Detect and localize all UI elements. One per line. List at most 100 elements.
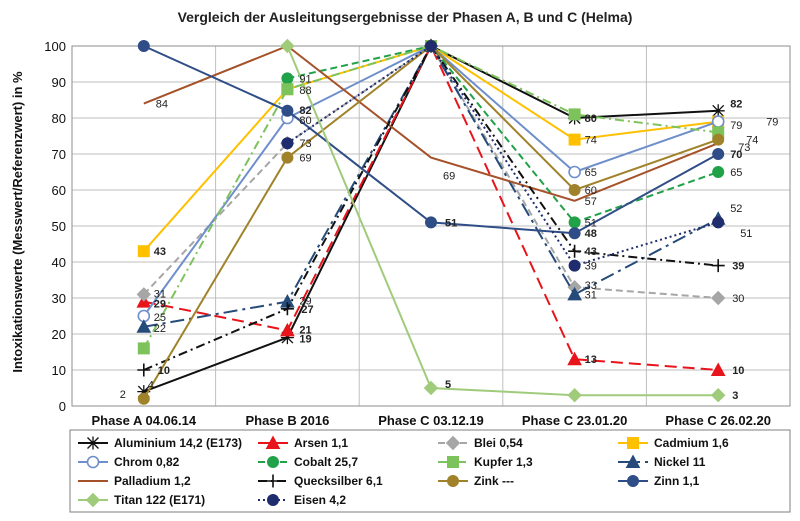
data-label: 39 xyxy=(732,261,744,273)
series-line-chrom-0-82 xyxy=(142,44,719,317)
x-tick-label: Phase C 03.12.19 xyxy=(378,413,484,428)
data-point xyxy=(280,38,295,54)
data-label: 73 xyxy=(299,138,311,150)
legend-label: Zinn 1,1 xyxy=(654,474,700,488)
data-point xyxy=(280,322,295,337)
data-point xyxy=(567,351,582,366)
data-label: 51 xyxy=(585,217,597,229)
y-tick-label: 20 xyxy=(52,327,66,342)
legend-item-quecksilber-6-1: Quecksilber 6,1 xyxy=(258,474,383,488)
data-label: 10 xyxy=(158,365,170,377)
y-tick-label: 10 xyxy=(52,363,66,378)
legend-label: Zink --- xyxy=(474,474,514,488)
y-tick-label: 80 xyxy=(52,111,66,126)
data-point xyxy=(568,244,582,258)
legend-marker xyxy=(625,454,641,468)
legend-marker xyxy=(447,475,459,487)
data-label: 82 xyxy=(299,105,311,117)
data-label: 21 xyxy=(299,324,311,336)
data-label: 43 xyxy=(585,246,597,258)
data-label: 79 xyxy=(766,117,778,129)
legend-marker xyxy=(627,475,639,487)
data-label: 22 xyxy=(154,323,166,335)
data-label: 84 xyxy=(156,99,168,111)
data-label: 60 xyxy=(585,185,597,197)
legend-item-nickel-11: Nickel 11 xyxy=(618,454,706,469)
data-point xyxy=(568,216,581,229)
series-line-arsen-1-1 xyxy=(143,43,719,371)
data-label: 31 xyxy=(154,288,166,300)
data-point xyxy=(423,380,439,396)
data-point xyxy=(137,392,150,405)
legend-marker xyxy=(266,474,280,488)
legend: Aluminium 14,2 (E173) Arsen 1,1 Blei 0,54 C… xyxy=(69,429,791,513)
y-tick-label: 40 xyxy=(52,255,66,270)
data-point xyxy=(568,165,581,179)
series-line-titan-122-e171 xyxy=(286,45,719,397)
legend-item-zinn-1-1: Zinn 1,1 xyxy=(618,474,700,488)
series-eisen-4-2 xyxy=(281,40,725,272)
legend-marker xyxy=(265,435,281,449)
data-label: 69 xyxy=(299,153,311,165)
data-point xyxy=(281,151,294,164)
legend-item-blei-0-54: Blei 0,54 xyxy=(438,435,523,451)
data-point xyxy=(281,104,294,117)
chart-title: Vergleich der Ausleitungsergebnisse der … xyxy=(178,9,633,25)
data-point xyxy=(711,104,725,118)
legend-item-aluminium-14-2-e173: Aluminium 14,2 (E173) xyxy=(78,436,242,450)
data-point xyxy=(136,319,152,333)
x-tick-label: Phase A 04.06.14 xyxy=(92,413,197,428)
legend-label: Palladium 1,2 xyxy=(114,474,191,488)
legend-label: Aluminium 14,2 (E173) xyxy=(114,436,242,450)
y-tick-label: 100 xyxy=(44,39,66,54)
data-point xyxy=(568,227,581,240)
legend-item-cobalt-25-7: Cobalt 25,7 xyxy=(258,455,358,469)
series-line-eisen-4-2 xyxy=(286,44,719,267)
data-point xyxy=(710,387,726,403)
data-label: 48 xyxy=(585,228,597,240)
data-label: 52 xyxy=(730,203,742,215)
legend-marker xyxy=(86,436,100,450)
legend-label: Cobalt 25,7 xyxy=(294,455,358,469)
data-point xyxy=(136,287,152,302)
y-tick-label: 90 xyxy=(52,75,66,90)
data-point xyxy=(710,362,726,376)
series-blei-0-54 xyxy=(136,38,726,306)
y-tick-label: 0 xyxy=(59,399,66,414)
data-point xyxy=(712,166,725,178)
legend-marker xyxy=(85,492,101,508)
data-point xyxy=(712,216,725,229)
data-label: 3 xyxy=(732,390,738,402)
data-label: 65 xyxy=(730,167,742,179)
data-label: 27 xyxy=(301,304,313,316)
legend-item-eisen-4-2: Eisen 4,2 xyxy=(258,493,346,507)
legend-label: Cadmium 1,6 xyxy=(654,436,729,450)
data-label: 29 xyxy=(299,296,311,308)
data-label: 74 xyxy=(585,135,597,147)
series-line-palladium-1-2 xyxy=(143,44,719,202)
legend-item-palladium-1-2: Palladium 1,2 xyxy=(78,474,191,488)
data-point xyxy=(568,108,581,121)
data-point xyxy=(280,331,294,345)
data-label: 19 xyxy=(299,334,311,346)
data-point xyxy=(425,216,437,229)
legend-item-cadmium-1-6: Cadmium 1,6 xyxy=(618,436,729,450)
legend-item-arsen-1-1: Arsen 1,1 xyxy=(258,435,348,450)
y-tick-label: 30 xyxy=(52,291,66,306)
data-point xyxy=(281,137,294,150)
data-label: 74 xyxy=(746,135,758,147)
series-line-blei-0-54 xyxy=(143,44,719,299)
x-tick-label: Phase C 23.01.20 xyxy=(522,413,628,428)
data-label: 29 xyxy=(154,299,166,311)
series-lines xyxy=(136,38,726,405)
data-point xyxy=(137,245,150,258)
legend-item-zink: Zink --- xyxy=(438,474,514,488)
data-label: 10 xyxy=(732,365,744,377)
data-label: 43 xyxy=(154,246,166,258)
data-label: 79 xyxy=(730,120,742,132)
series-titan-122-e171 xyxy=(280,38,726,403)
data-point xyxy=(281,72,294,85)
series-arsen-1-1 xyxy=(136,38,726,376)
x-tick-label: Phase C 26.02.20 xyxy=(665,413,771,428)
